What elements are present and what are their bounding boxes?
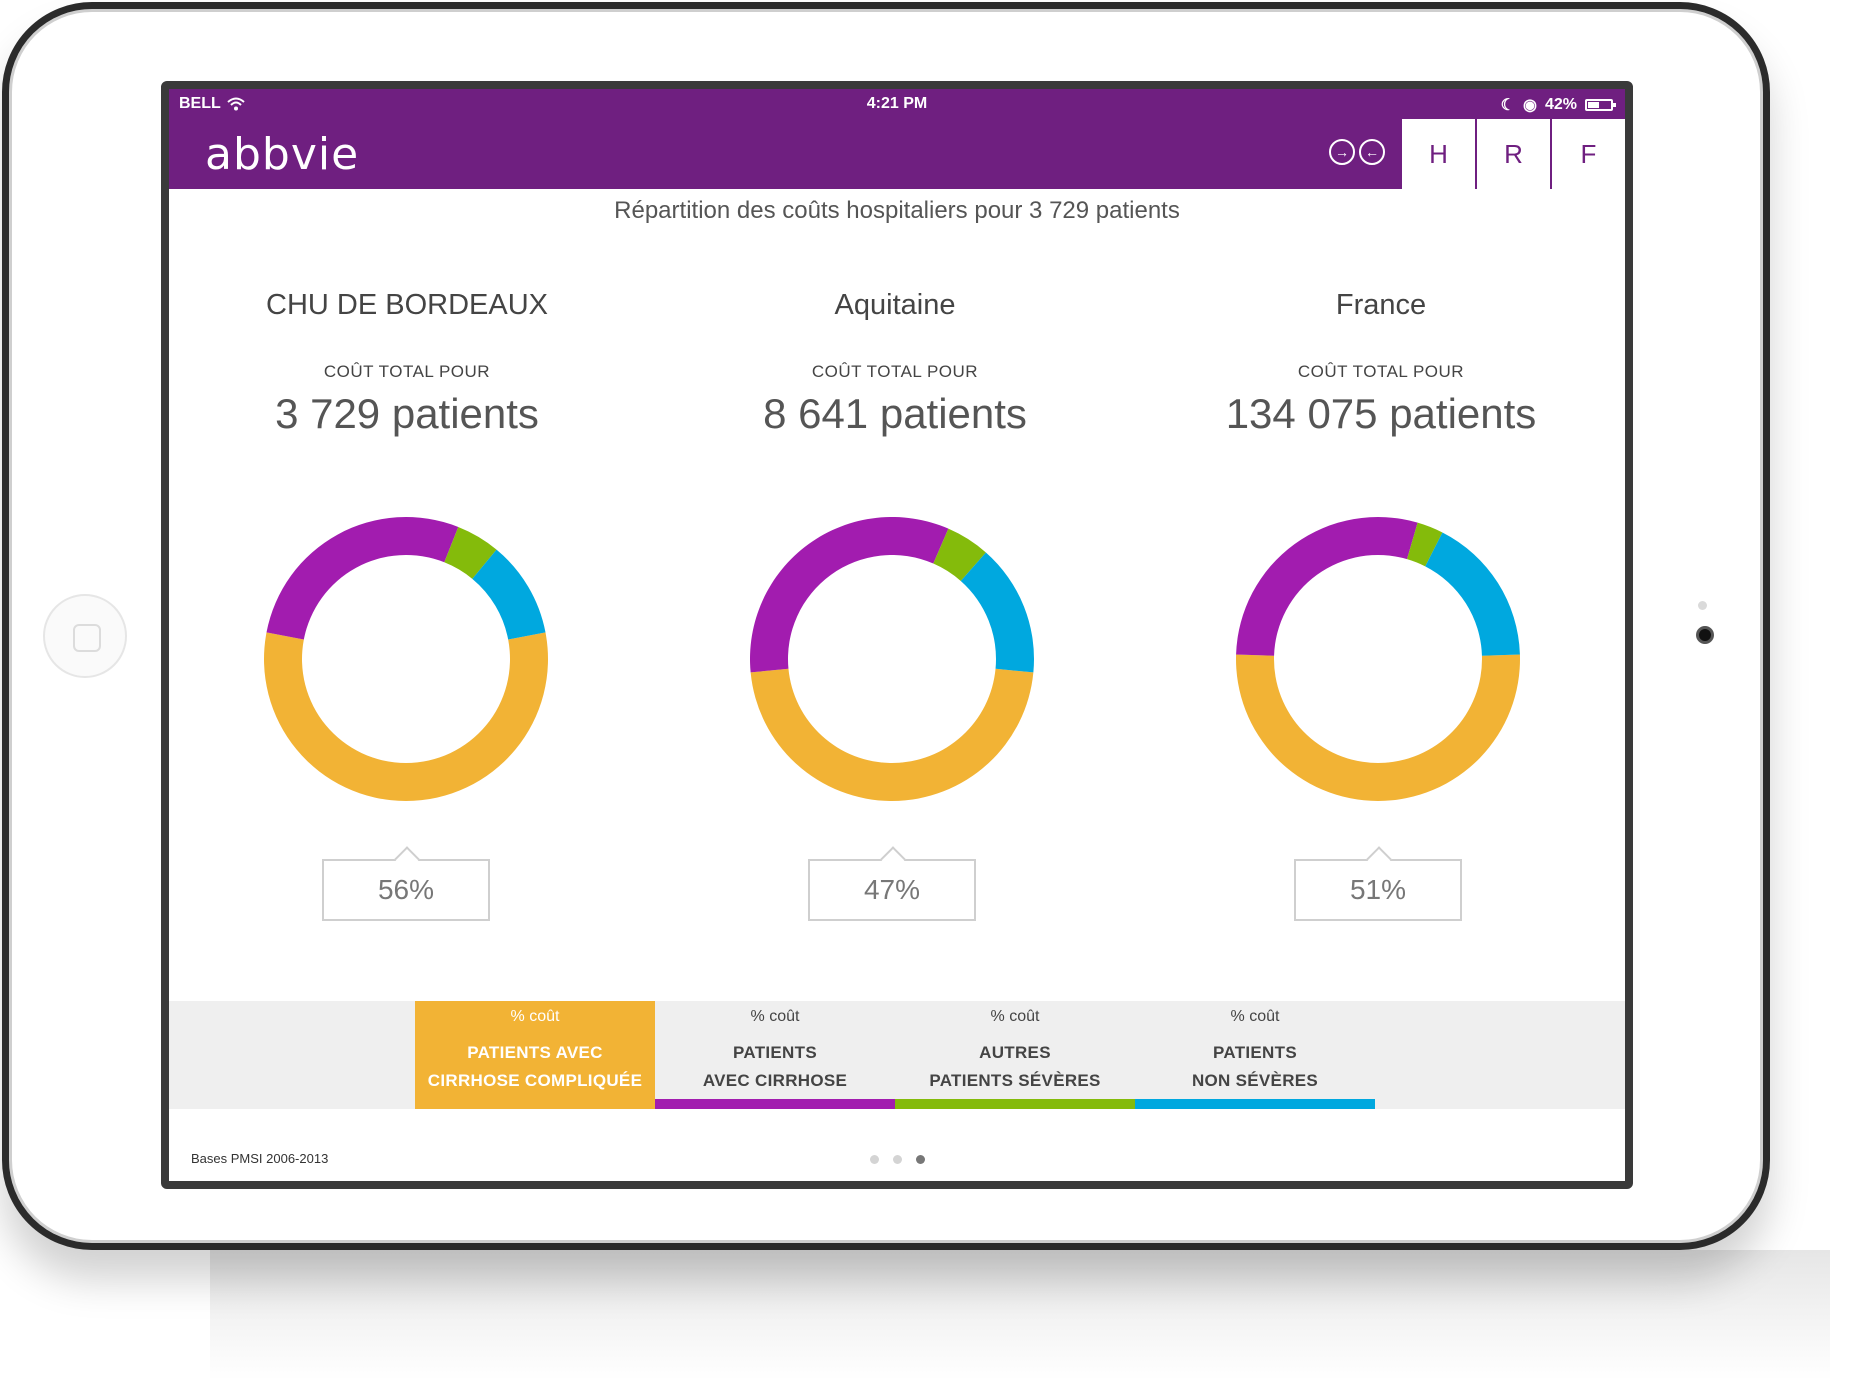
tab-h[interactable]: H [1400, 119, 1475, 189]
carrier-name: BELL [179, 95, 221, 112]
slice-cirrhose-compliquee[interactable] [1236, 654, 1520, 802]
value-box-chu-bordeaux: 56% [322, 859, 490, 921]
legend-line2: NON SÉVÈRES [1191, 1071, 1319, 1090]
legend-pct: % coût [1230, 1008, 1280, 1025]
legend-stripe [415, 1099, 655, 1109]
device-shadow [210, 1250, 1830, 1380]
slice-autres-severes[interactable] [933, 528, 986, 581]
status-bar: BELL 4:21 PM ☾ ◉ 42% [169, 89, 1625, 119]
legend-line2: AVEC CIRRHOSE [702, 1071, 848, 1090]
page-dot-1[interactable] [869, 1155, 879, 1164]
region-chu-bordeaux: CHU DE BORDEAUX COÛT TOTAL POUR 3 729 pa… [169, 289, 647, 438]
region-label: COÛT TOTAL POUR [811, 362, 979, 381]
tab-r[interactable]: R [1475, 119, 1550, 189]
legend-cirrhose-compliquee[interactable]: % coût PATIENTS AVEC CIRRHOSE COMPLIQUÉE [415, 1001, 655, 1109]
donut-chart-aquitaine[interactable] [747, 514, 1037, 804]
legend-line1: PATIENTS [1213, 1043, 1297, 1062]
legend-cirrhose[interactable]: % coût PATIENTS AVEC CIRRHOSE [655, 1001, 895, 1109]
home-button-icon [73, 624, 101, 652]
slice-cirrhose[interactable] [750, 517, 949, 673]
legend-line2: CIRRHOSE COMPLIQUÉE [427, 1071, 643, 1090]
legend-pct: % coût [750, 1008, 800, 1025]
legend-line2: PATIENTS SÉVÈRES [929, 1071, 1101, 1090]
region-name: CHU DE BORDEAUX [266, 289, 548, 321]
legend-text: PATIENTS AVEC CIRRHOSE [655, 1039, 895, 1095]
arrow-right-icon[interactable]: → [1329, 139, 1355, 165]
region-name: Aquitaine [834, 289, 956, 321]
moon-icon: ☾ [1500, 97, 1515, 114]
region-count: 134 075 patients [1225, 390, 1537, 437]
region-count: 8 641 patients [763, 390, 1027, 437]
arrow-left-icon[interactable]: ← [1359, 139, 1385, 165]
home-button[interactable] [43, 594, 127, 678]
tablet-device: BELL 4:21 PM ☾ ◉ 42% abbvie → ← [2, 2, 1770, 1250]
tablet-screen: BELL 4:21 PM ☾ ◉ 42% abbvie → ← [161, 81, 1633, 1189]
status-right: ☾ ◉ 42% [1500, 95, 1616, 115]
camera-icon [1696, 626, 1714, 644]
region-france: France COÛT TOTAL POUR 134 075 patients [1141, 289, 1621, 438]
legend-autres-severes[interactable]: % coût AUTRES PATIENTS SÉVÈRES [895, 1001, 1135, 1109]
region-label: COÛT TOTAL POUR [323, 362, 491, 381]
slice-cirrhose[interactable] [1236, 517, 1418, 656]
region-count: 3 729 patients [275, 390, 539, 437]
slice-cirrhose[interactable] [266, 517, 459, 640]
source-note: Bases PMSI 2006-2013 [191, 1151, 329, 1166]
lock-rotation-icon: ◉ [1523, 97, 1537, 114]
legend-text: PATIENTS NON SÉVÈRES [1135, 1039, 1375, 1095]
value-box-france: 51% [1294, 859, 1462, 921]
legend-stripe [1135, 1099, 1375, 1109]
carrier: BELL [179, 95, 245, 113]
legend-non-severes[interactable]: % coût PATIENTS NON SÉVÈRES [1135, 1001, 1375, 1109]
legend-pct: % coût [510, 1008, 560, 1025]
legend-bar: % coût PATIENTS AVEC CIRRHOSE COMPLIQUÉE… [169, 1001, 1625, 1109]
page-dot-3[interactable] [915, 1155, 925, 1164]
abbvie-logo: abbvie [205, 129, 360, 180]
battery-icon [1585, 99, 1616, 111]
slice-cirrhose-compliquee[interactable] [264, 632, 548, 801]
legend-line1: PATIENTS [733, 1043, 817, 1062]
legend-stripe [655, 1099, 895, 1109]
legend-line1: PATIENTS AVEC [467, 1043, 603, 1062]
slice-cirrhose-compliquee[interactable] [750, 668, 1034, 802]
battery-percent: 42% [1544, 96, 1577, 113]
legend-text: AUTRES PATIENTS SÉVÈRES [895, 1039, 1135, 1095]
region-label: COÛT TOTAL POUR [1297, 362, 1465, 381]
status-time: 4:21 PM [866, 95, 928, 112]
wifi-icon [227, 97, 245, 111]
legend-pct: % coût [990, 1008, 1040, 1025]
nav-arrows: → ← [1329, 139, 1385, 165]
donut-chart-chu-bordeaux[interactable] [261, 514, 551, 804]
value-box-aquitaine: 47% [808, 859, 976, 921]
page-dot-2[interactable] [892, 1155, 902, 1164]
region-name: France [1335, 289, 1427, 321]
slice-non-severes[interactable] [472, 549, 546, 640]
tab-f[interactable]: F [1550, 119, 1625, 189]
slice-non-severes[interactable] [960, 552, 1034, 673]
page-title: Répartition des coûts hospitaliers pour … [614, 197, 1180, 224]
page-indicator [169, 1155, 1625, 1164]
legend-line1: AUTRES [979, 1043, 1051, 1062]
legend-stripe [895, 1099, 1135, 1109]
legend-text: PATIENTS AVEC CIRRHOSE COMPLIQUÉE [415, 1039, 655, 1095]
header-tabs: H R F [1400, 119, 1625, 189]
donut-chart-france[interactable] [1233, 514, 1523, 804]
region-aquitaine: Aquitaine COÛT TOTAL POUR 8 641 patients [655, 289, 1135, 438]
slice-non-severes[interactable] [1425, 532, 1520, 656]
light-sensor [1698, 601, 1707, 610]
app-header: abbvie → ← H R F [169, 119, 1625, 189]
slice-autres-severes[interactable] [1407, 522, 1443, 567]
slice-autres-severes[interactable] [444, 526, 497, 579]
